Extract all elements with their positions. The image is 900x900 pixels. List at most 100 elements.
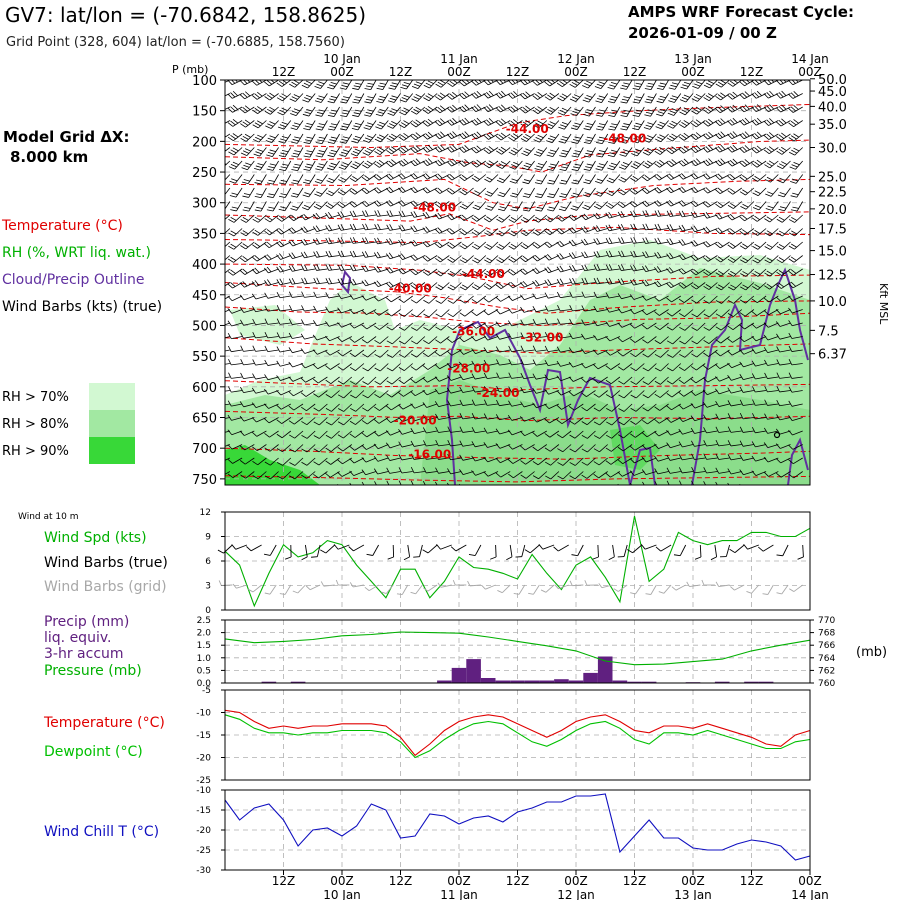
- wind-barb-feather: [498, 257, 505, 262]
- wind-barb: [398, 120, 413, 129]
- wind-barb: [569, 80, 584, 88]
- wind-barb-feather: [412, 200, 419, 206]
- wind-barb-feather: [269, 163, 277, 166]
- wind-barb-feather: [546, 80, 553, 85]
- wind-barb: [423, 93, 438, 102]
- wind-barb-feather: [473, 161, 480, 166]
- wind-barb-feather: [293, 122, 301, 126]
- wind-barb-staff: [525, 106, 535, 114]
- wind-barb-feather: [459, 94, 465, 100]
- wind-barb-feather: [415, 158, 421, 164]
- wind-barb-feather: [720, 92, 726, 97]
- wind-barb-staff: [379, 147, 389, 155]
- wind-barb-feather: [239, 94, 245, 100]
- wind-barb-feather: [547, 266, 552, 273]
- wind-barb-staff: [296, 187, 304, 198]
- wind-barb: [715, 187, 730, 194]
- wind-barb-feather: [644, 174, 651, 180]
- wind-barb: [630, 264, 645, 272]
- wind-barb-feather: [535, 216, 542, 221]
- wind-barb-staff: [248, 187, 255, 198]
- wind-barb-staff: [537, 106, 548, 115]
- wind-barb-feather: [257, 148, 264, 152]
- wind-barb-staff: [584, 255, 596, 259]
- wind-barb-staff: [673, 106, 682, 116]
- wind-barb-feather: [294, 150, 301, 153]
- wind-barb-staff: [414, 228, 426, 233]
- wind-barb-feather: [434, 147, 440, 153]
- wind-barb: [240, 147, 255, 156]
- wind-barb-staff: [512, 93, 523, 99]
- wind-barb-feather: [668, 87, 676, 90]
- wind-barb-feather: [525, 105, 531, 111]
- wind-barb: [225, 282, 231, 290]
- wind-barb: [362, 223, 377, 231]
- wind-barb-feather: [449, 93, 455, 99]
- wind-barb-feather: [791, 178, 799, 182]
- wind-barb: [606, 187, 621, 197]
- wind-barb-feather: [679, 99, 687, 103]
- wind-barb-feather: [435, 300, 442, 304]
- wind-barb-feather: [754, 190, 761, 194]
- wind-barb-staff: [576, 201, 584, 211]
- wind-barb-feather: [401, 84, 409, 87]
- wind-barb: [668, 93, 682, 103]
- wind-barb-feather: [520, 232, 527, 237]
- wind-barb-feather: [617, 224, 622, 231]
- wind-barb-feather: [218, 230, 224, 236]
- wind-barb-feather: [486, 119, 492, 125]
- wind-barb-feather: [255, 165, 263, 169]
- wind-barb-feather: [657, 111, 665, 114]
- wind-barb-feather: [316, 277, 320, 284]
- wind-barb-feather: [269, 92, 275, 97]
- wind-barb-feather: [386, 210, 390, 217]
- wind-barb-feather: [483, 80, 489, 86]
- wind-barb-staff: [514, 228, 523, 237]
- wind-barb-staff: [280, 268, 291, 273]
- wind-barb: [788, 80, 803, 86]
- wind-barb-feather: [315, 114, 322, 117]
- wind-barb-feather: [373, 201, 379, 207]
- wind-barb-feather: [400, 134, 407, 140]
- wind-barb-staff: [464, 187, 474, 196]
- wind-barb-staff: [243, 295, 255, 301]
- wind-barb-feather: [425, 133, 431, 139]
- wind-barb-feather: [569, 83, 576, 88]
- wind-barb-feather: [242, 268, 248, 274]
- wind-barb-staff: [577, 133, 584, 144]
- wind-barb-staff: [491, 201, 499, 211]
- wind-barb-feather: [227, 136, 234, 142]
- wind-barb: [387, 106, 401, 116]
- wind-barb-staff: [233, 147, 243, 156]
- wind-barb-staff: [548, 295, 559, 299]
- wind-barb-staff: [279, 349, 291, 353]
- wind-barb-feather: [315, 212, 321, 219]
- wind-barb: [583, 160, 596, 171]
- wind-barb-staff: [464, 309, 474, 317]
- wind-barb-feather: [254, 93, 260, 99]
- wind-barb-staff: [402, 241, 413, 246]
- wind-barb-feather: [496, 232, 503, 237]
- wind-barb: [617, 201, 633, 209]
- wind-barb-feather: [608, 114, 615, 117]
- wind-barb-feather: [727, 82, 734, 87]
- wind-barb-staff: [732, 174, 743, 181]
- wind-barb: [607, 93, 621, 104]
- wind-barb-staff: [792, 80, 803, 86]
- wind-barb-feather: [791, 149, 798, 154]
- wind-barb-feather: [510, 217, 517, 221]
- wind-barb-staff: [645, 241, 657, 244]
- wind-barb-feather: [522, 243, 529, 248]
- wind-barb-feather: [695, 106, 702, 111]
- wind-barb-staff: [769, 147, 779, 155]
- wind-barb: [595, 93, 609, 103]
- wind-barb-feather: [621, 237, 625, 244]
- wind-barb-feather: [512, 133, 519, 138]
- wind-barb-staff: [279, 282, 291, 286]
- wind-barb: [520, 306, 535, 313]
- wind-barb-feather: [276, 279, 281, 286]
- wind-barb-feather: [681, 173, 687, 179]
- wind-barb-feather: [496, 218, 503, 223]
- wind-barb-feather: [498, 134, 504, 139]
- wind-barb-feather: [606, 180, 613, 184]
